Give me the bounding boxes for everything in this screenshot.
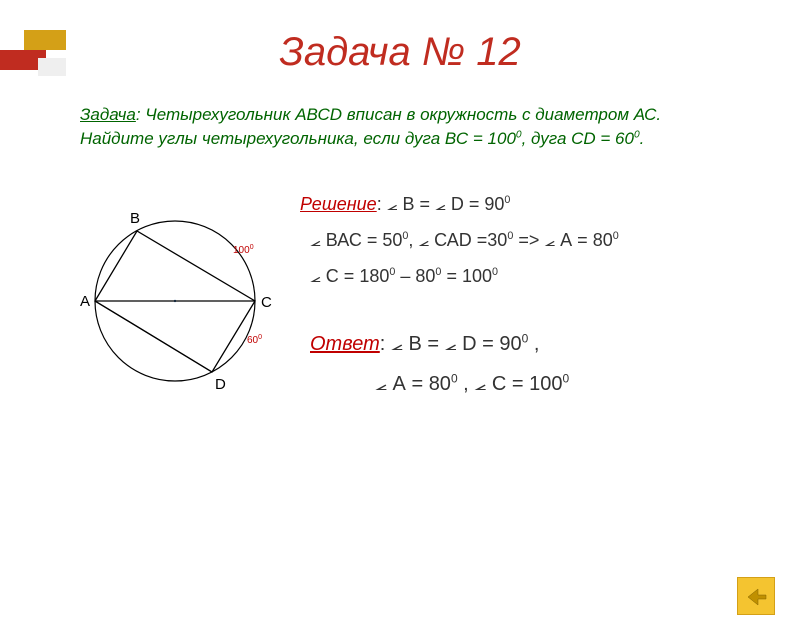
label-b: B (130, 210, 140, 227)
geometry-diagram: A B C D 1000 600 (75, 191, 285, 411)
problem-label: Задача (80, 105, 136, 124)
problem-statement: Задача: Четырехугольник АВСD вписан в ок… (80, 103, 730, 151)
solution-line-1: Решение: ⦟ В = ⦟ D = 900 (300, 186, 800, 222)
page-title: Задача № 12 (0, 30, 800, 75)
solution-line-3: ⦟ С = 1800 – 800 = 1000 (310, 258, 800, 294)
content-area: A B C D 1000 600 Решение: ⦟ В = ⦟ D = 90… (0, 171, 800, 404)
solution-line-2: ⦟ ВАС = 500, ⦟ САD =300 => ⦟ А = 800 (310, 222, 800, 258)
label-a: A (80, 293, 90, 310)
label-d: D (215, 376, 226, 393)
nav-back-button[interactable] (737, 577, 775, 615)
solution-label: Решение (300, 194, 377, 214)
arc-bc-label: 1000 (233, 244, 254, 256)
answer-line-2: ⦟ А = 800 , ⦟ С = 1000 (375, 364, 800, 404)
solution-block: Решение: ⦟ В = ⦟ D = 900 ⦟ ВАС = 500, ⦟ … (300, 171, 800, 294)
answer-block: Ответ: ⦟ В = ⦟ D = 900 , ⦟ А = 800 , ⦟ С… (310, 324, 800, 404)
chord-ad (95, 301, 212, 372)
arrow-left-icon (744, 585, 768, 609)
arc-cd-label: 600 (247, 334, 262, 346)
corner-decoration (0, 30, 90, 85)
label-c: C (261, 294, 272, 311)
answer-label: Ответ (310, 333, 380, 355)
answer-line-1: Ответ: ⦟ В = ⦟ D = 900 , (310, 324, 800, 364)
